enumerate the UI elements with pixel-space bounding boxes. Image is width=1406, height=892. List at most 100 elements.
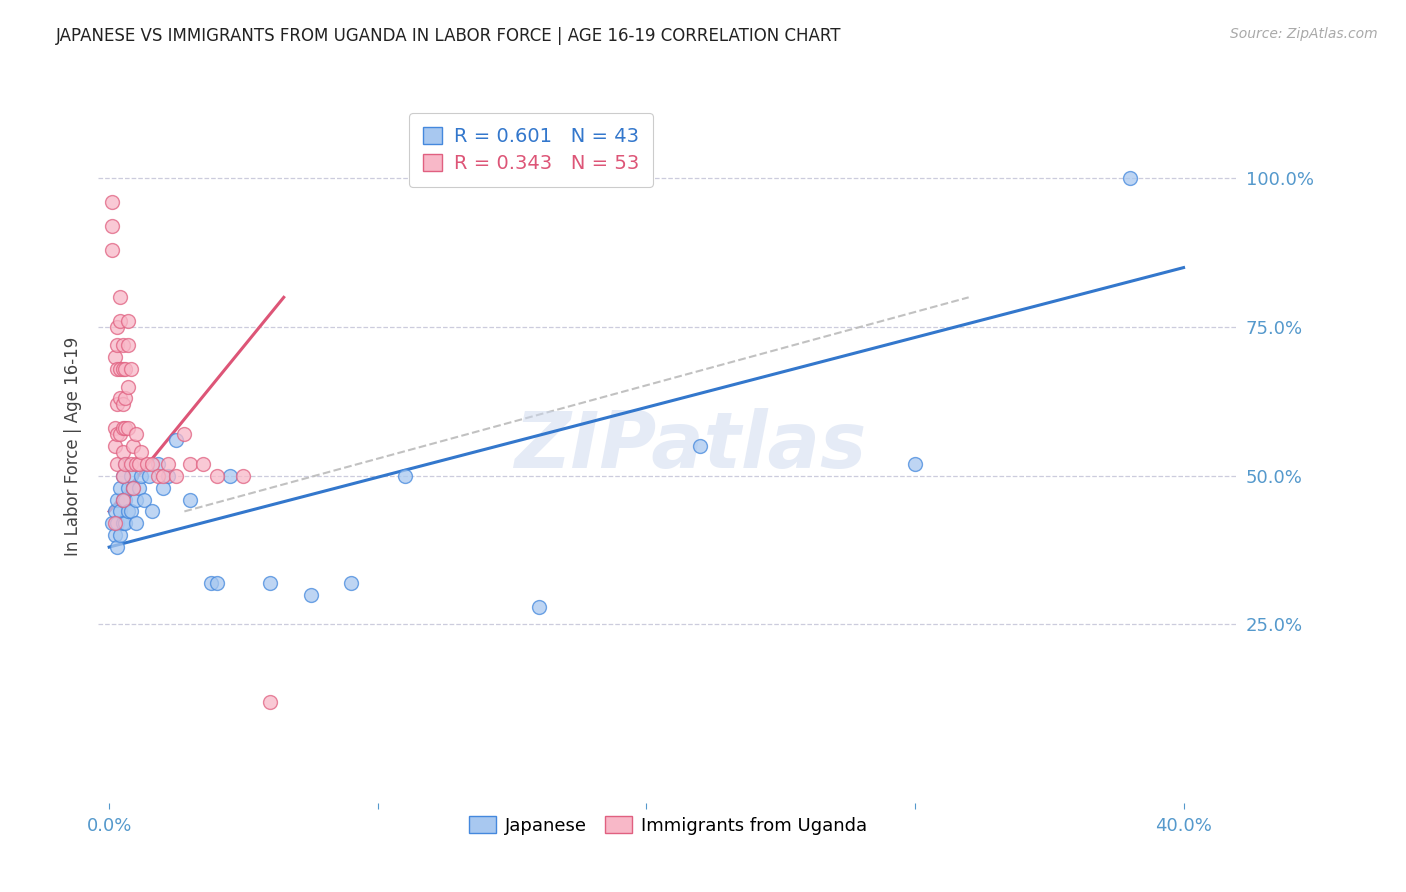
Point xyxy=(111,492,134,507)
Point xyxy=(128,481,150,495)
Point xyxy=(105,320,128,334)
Point xyxy=(120,457,142,471)
Point xyxy=(105,397,128,411)
Point xyxy=(219,468,242,483)
Point xyxy=(122,481,145,495)
Point xyxy=(120,361,142,376)
Point xyxy=(101,195,124,210)
Point xyxy=(141,504,163,518)
Point xyxy=(117,314,139,328)
Point xyxy=(157,468,180,483)
Point xyxy=(111,338,134,352)
Point xyxy=(103,516,125,531)
Point xyxy=(117,421,139,435)
Point xyxy=(120,468,142,483)
Point xyxy=(111,492,134,507)
Point xyxy=(114,457,136,471)
Point xyxy=(122,481,145,495)
Point xyxy=(103,504,125,518)
Point xyxy=(146,457,169,471)
Point xyxy=(132,492,155,507)
Text: ZIPatlas: ZIPatlas xyxy=(515,408,866,484)
Point xyxy=(157,457,180,471)
Point xyxy=(146,468,169,483)
Point xyxy=(904,457,927,471)
Point xyxy=(299,588,322,602)
Point xyxy=(114,516,136,531)
Point xyxy=(152,468,174,483)
Point xyxy=(105,540,128,554)
Point xyxy=(105,516,128,531)
Point xyxy=(193,457,215,471)
Point xyxy=(101,516,124,531)
Point xyxy=(105,338,128,352)
Point xyxy=(117,338,139,352)
Point xyxy=(101,219,124,233)
Point xyxy=(173,427,195,442)
Point xyxy=(103,528,125,542)
Text: Source: ZipAtlas.com: Source: ZipAtlas.com xyxy=(1230,27,1378,41)
Point xyxy=(117,504,139,518)
Point xyxy=(527,599,550,614)
Point xyxy=(122,439,145,453)
Point xyxy=(179,492,201,507)
Y-axis label: In Labor Force | Age 16-19: In Labor Force | Age 16-19 xyxy=(63,336,82,556)
Point xyxy=(103,421,125,435)
Point xyxy=(232,468,254,483)
Point xyxy=(114,457,136,471)
Point xyxy=(103,439,125,453)
Point xyxy=(111,468,134,483)
Point xyxy=(131,445,153,459)
Point xyxy=(105,492,128,507)
Point xyxy=(111,445,134,459)
Text: JAPANESE VS IMMIGRANTS FROM UGANDA IN LABOR FORCE | AGE 16-19 CORRELATION CHART: JAPANESE VS IMMIGRANTS FROM UGANDA IN LA… xyxy=(56,27,842,45)
Point xyxy=(205,468,228,483)
Point xyxy=(117,379,139,393)
Point xyxy=(120,504,142,518)
Point xyxy=(165,433,187,447)
Point xyxy=(108,314,131,328)
Point xyxy=(128,457,150,471)
Point xyxy=(111,361,134,376)
Point xyxy=(200,575,222,590)
Point xyxy=(108,361,131,376)
Point xyxy=(111,516,134,531)
Point xyxy=(108,528,131,542)
Point xyxy=(152,481,174,495)
Point xyxy=(111,468,134,483)
Point xyxy=(105,457,128,471)
Point xyxy=(135,457,157,471)
Point xyxy=(114,361,136,376)
Point xyxy=(108,481,131,495)
Point xyxy=(138,468,160,483)
Point xyxy=(105,361,128,376)
Point xyxy=(111,421,134,435)
Point xyxy=(125,492,148,507)
Point xyxy=(114,421,136,435)
Point xyxy=(125,427,148,442)
Point xyxy=(340,575,363,590)
Point xyxy=(179,457,201,471)
Point xyxy=(259,575,281,590)
Point xyxy=(205,575,228,590)
Point xyxy=(259,695,281,709)
Point xyxy=(105,427,128,442)
Point xyxy=(108,427,131,442)
Point xyxy=(394,468,416,483)
Point xyxy=(131,468,153,483)
Point xyxy=(114,492,136,507)
Point xyxy=(108,290,131,304)
Point xyxy=(101,243,124,257)
Point xyxy=(103,350,125,364)
Point xyxy=(1119,171,1142,186)
Point xyxy=(108,392,131,406)
Point xyxy=(165,468,187,483)
Point xyxy=(111,397,134,411)
Point xyxy=(125,516,148,531)
Point xyxy=(689,439,711,453)
Point xyxy=(108,504,131,518)
Point xyxy=(117,481,139,495)
Point xyxy=(125,457,148,471)
Point xyxy=(141,457,163,471)
Legend: Japanese, Immigrants from Uganda: Japanese, Immigrants from Uganda xyxy=(460,807,876,844)
